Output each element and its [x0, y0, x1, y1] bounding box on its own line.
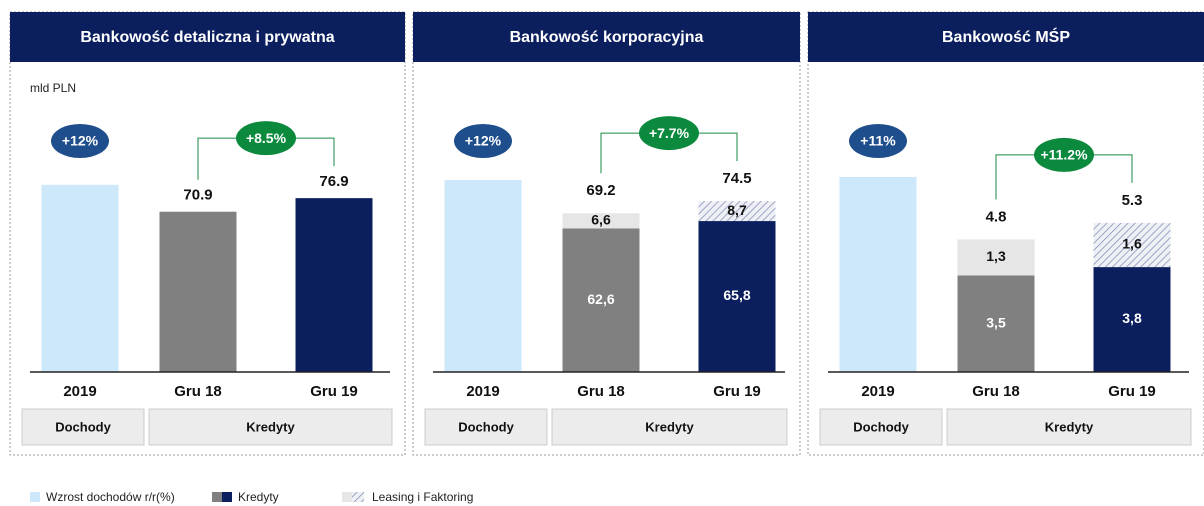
x-tick-label: 2019 — [63, 383, 96, 400]
bar-segment — [562, 213, 640, 229]
group-box — [946, 408, 1192, 446]
legend-label: Kredyty — [238, 490, 279, 504]
income-bar — [41, 184, 119, 372]
income-bar — [839, 177, 917, 372]
x-tick-label: 2019 — [861, 383, 894, 400]
total-label: 74.5 — [722, 170, 751, 187]
panel-header — [10, 12, 405, 62]
income-badge — [51, 124, 109, 158]
growth-label: +8.5% — [246, 130, 287, 146]
bar-segment — [957, 239, 1035, 276]
income-label: +12% — [465, 133, 502, 149]
total-label: 69.2 — [586, 182, 615, 199]
bar-segment — [698, 221, 776, 372]
growth-label: +11.2% — [1040, 147, 1088, 163]
panel-title: Bankowość korporacyjna — [510, 29, 704, 46]
x-tick-label: Gru 19 — [713, 383, 761, 400]
segment-label: 1,3 — [986, 248, 1006, 264]
group-label: Dochody — [458, 419, 514, 434]
legend-label: Wzrost dochodów r/r(%) — [46, 490, 175, 504]
group-label: Kredyty — [645, 419, 694, 434]
segment-label: 6,6 — [591, 212, 611, 228]
group-box — [148, 408, 393, 446]
panel-title: Bankowość detaliczna i prywatna — [80, 29, 334, 46]
group-label: Kredyty — [1045, 419, 1094, 434]
growth-badge — [1034, 137, 1094, 172]
income-bar — [444, 180, 522, 372]
panel-title: Bankowość MŚP — [942, 27, 1070, 46]
bar-segment — [957, 275, 1035, 372]
group-label: Dochody — [853, 419, 909, 434]
segment-label: 65,8 — [723, 287, 750, 303]
growth-label: +7.7% — [649, 125, 690, 141]
segment-label: 8,7 — [727, 202, 747, 218]
group-box — [551, 408, 788, 446]
segment-label: 62,6 — [587, 291, 614, 307]
segment-label: 3,5 — [986, 314, 1006, 330]
value-label: 76.9 — [319, 173, 348, 190]
value-label: 70.9 — [183, 187, 212, 204]
x-tick-label: 2019 — [466, 383, 499, 400]
income-badge — [849, 124, 907, 158]
bar-segment — [295, 198, 373, 372]
legend-swatch — [30, 492, 40, 502]
growth-badge — [236, 121, 296, 156]
x-tick-label: Gru 18 — [174, 383, 222, 400]
legend-swatch — [222, 492, 232, 502]
growth-badge — [639, 116, 699, 151]
legend-swatch — [352, 492, 364, 502]
group-box — [424, 408, 548, 446]
panel-header — [413, 12, 800, 62]
total-label: 5.3 — [1122, 192, 1143, 209]
legend-swatch — [342, 492, 352, 502]
legend-swatch — [212, 492, 222, 502]
income-badge — [454, 124, 512, 158]
group-box — [21, 408, 145, 446]
x-tick-label: Gru 19 — [310, 383, 358, 400]
group-label: Kredyty — [246, 419, 295, 434]
legend-label: Leasing i Faktoring — [372, 490, 473, 504]
bar-segment — [159, 211, 237, 372]
bar-segment — [562, 228, 640, 372]
group-box — [819, 408, 943, 446]
group-label: Dochody — [55, 419, 111, 434]
x-tick-label: Gru 18 — [577, 383, 625, 400]
segment-label: 1,6 — [1122, 236, 1142, 252]
bar-segment — [698, 201, 776, 222]
total-label: 4.8 — [986, 208, 1007, 225]
bar-segment — [1093, 267, 1171, 372]
income-label: +12% — [62, 133, 99, 149]
x-tick-label: Gru 18 — [972, 383, 1020, 400]
panel-header — [808, 12, 1204, 62]
income-label: +11% — [860, 133, 896, 149]
bar-segment — [1093, 222, 1171, 268]
x-tick-label: Gru 19 — [1108, 383, 1156, 400]
segment-label: 3,8 — [1122, 310, 1142, 326]
unit-label: mld PLN — [30, 81, 76, 95]
